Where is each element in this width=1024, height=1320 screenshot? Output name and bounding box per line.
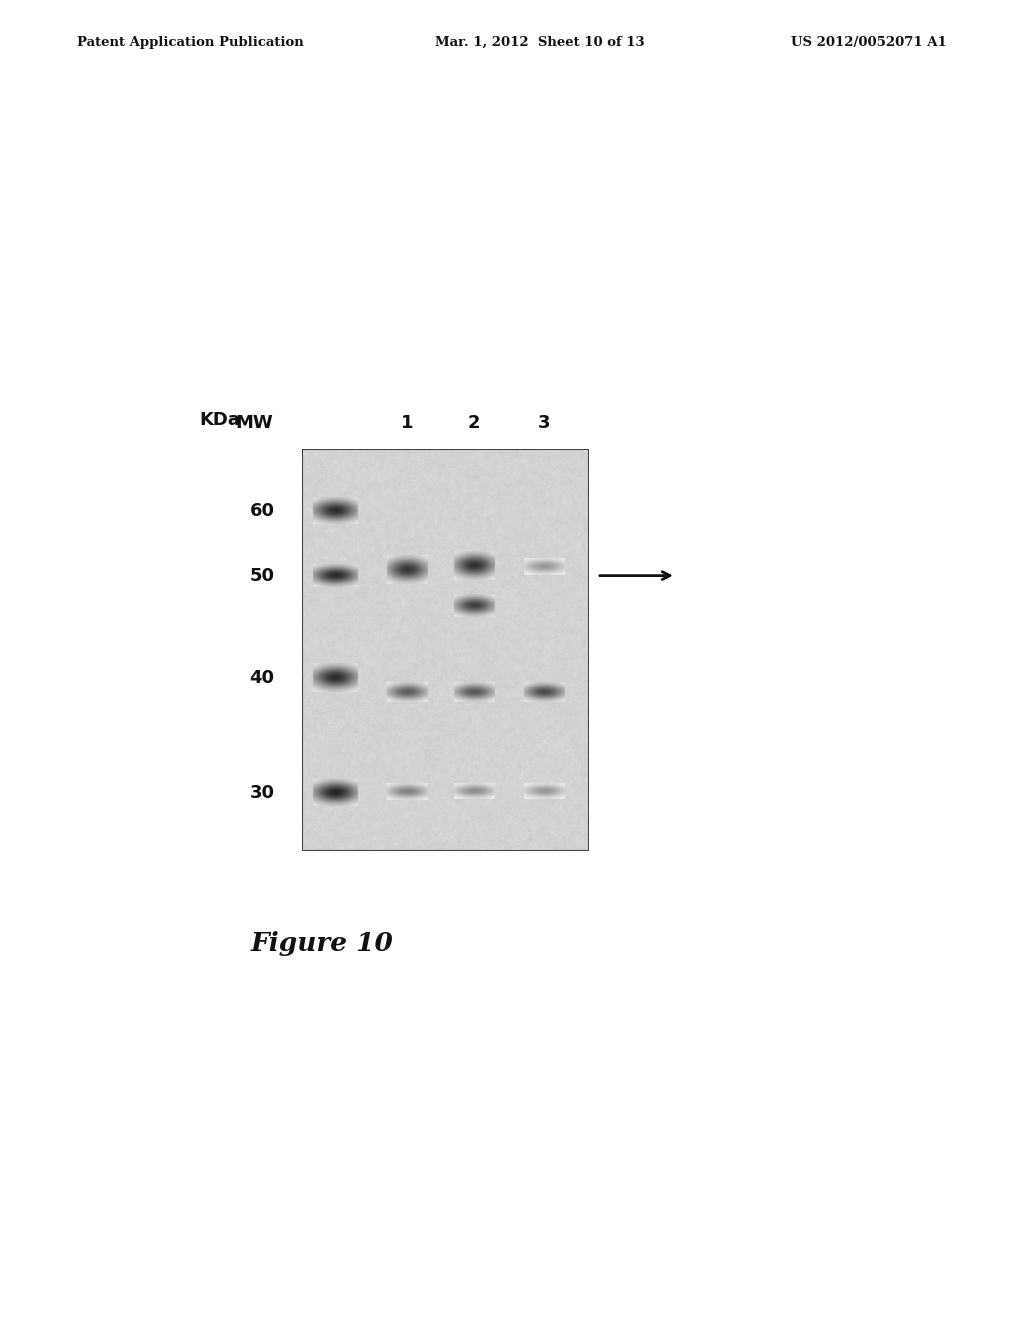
- Text: 30: 30: [250, 784, 274, 803]
- Text: MW: MW: [236, 413, 272, 432]
- Text: US 2012/0052071 A1: US 2012/0052071 A1: [792, 36, 947, 49]
- Text: 50: 50: [250, 566, 274, 585]
- Text: 2: 2: [468, 413, 480, 432]
- Text: 1: 1: [400, 413, 413, 432]
- Text: 40: 40: [250, 669, 274, 688]
- Text: 3: 3: [538, 413, 551, 432]
- Text: Patent Application Publication: Patent Application Publication: [77, 36, 303, 49]
- Text: KDa: KDa: [200, 411, 241, 429]
- Text: 60: 60: [250, 502, 274, 520]
- Text: Figure 10: Figure 10: [251, 931, 394, 956]
- Text: Mar. 1, 2012  Sheet 10 of 13: Mar. 1, 2012 Sheet 10 of 13: [435, 36, 645, 49]
